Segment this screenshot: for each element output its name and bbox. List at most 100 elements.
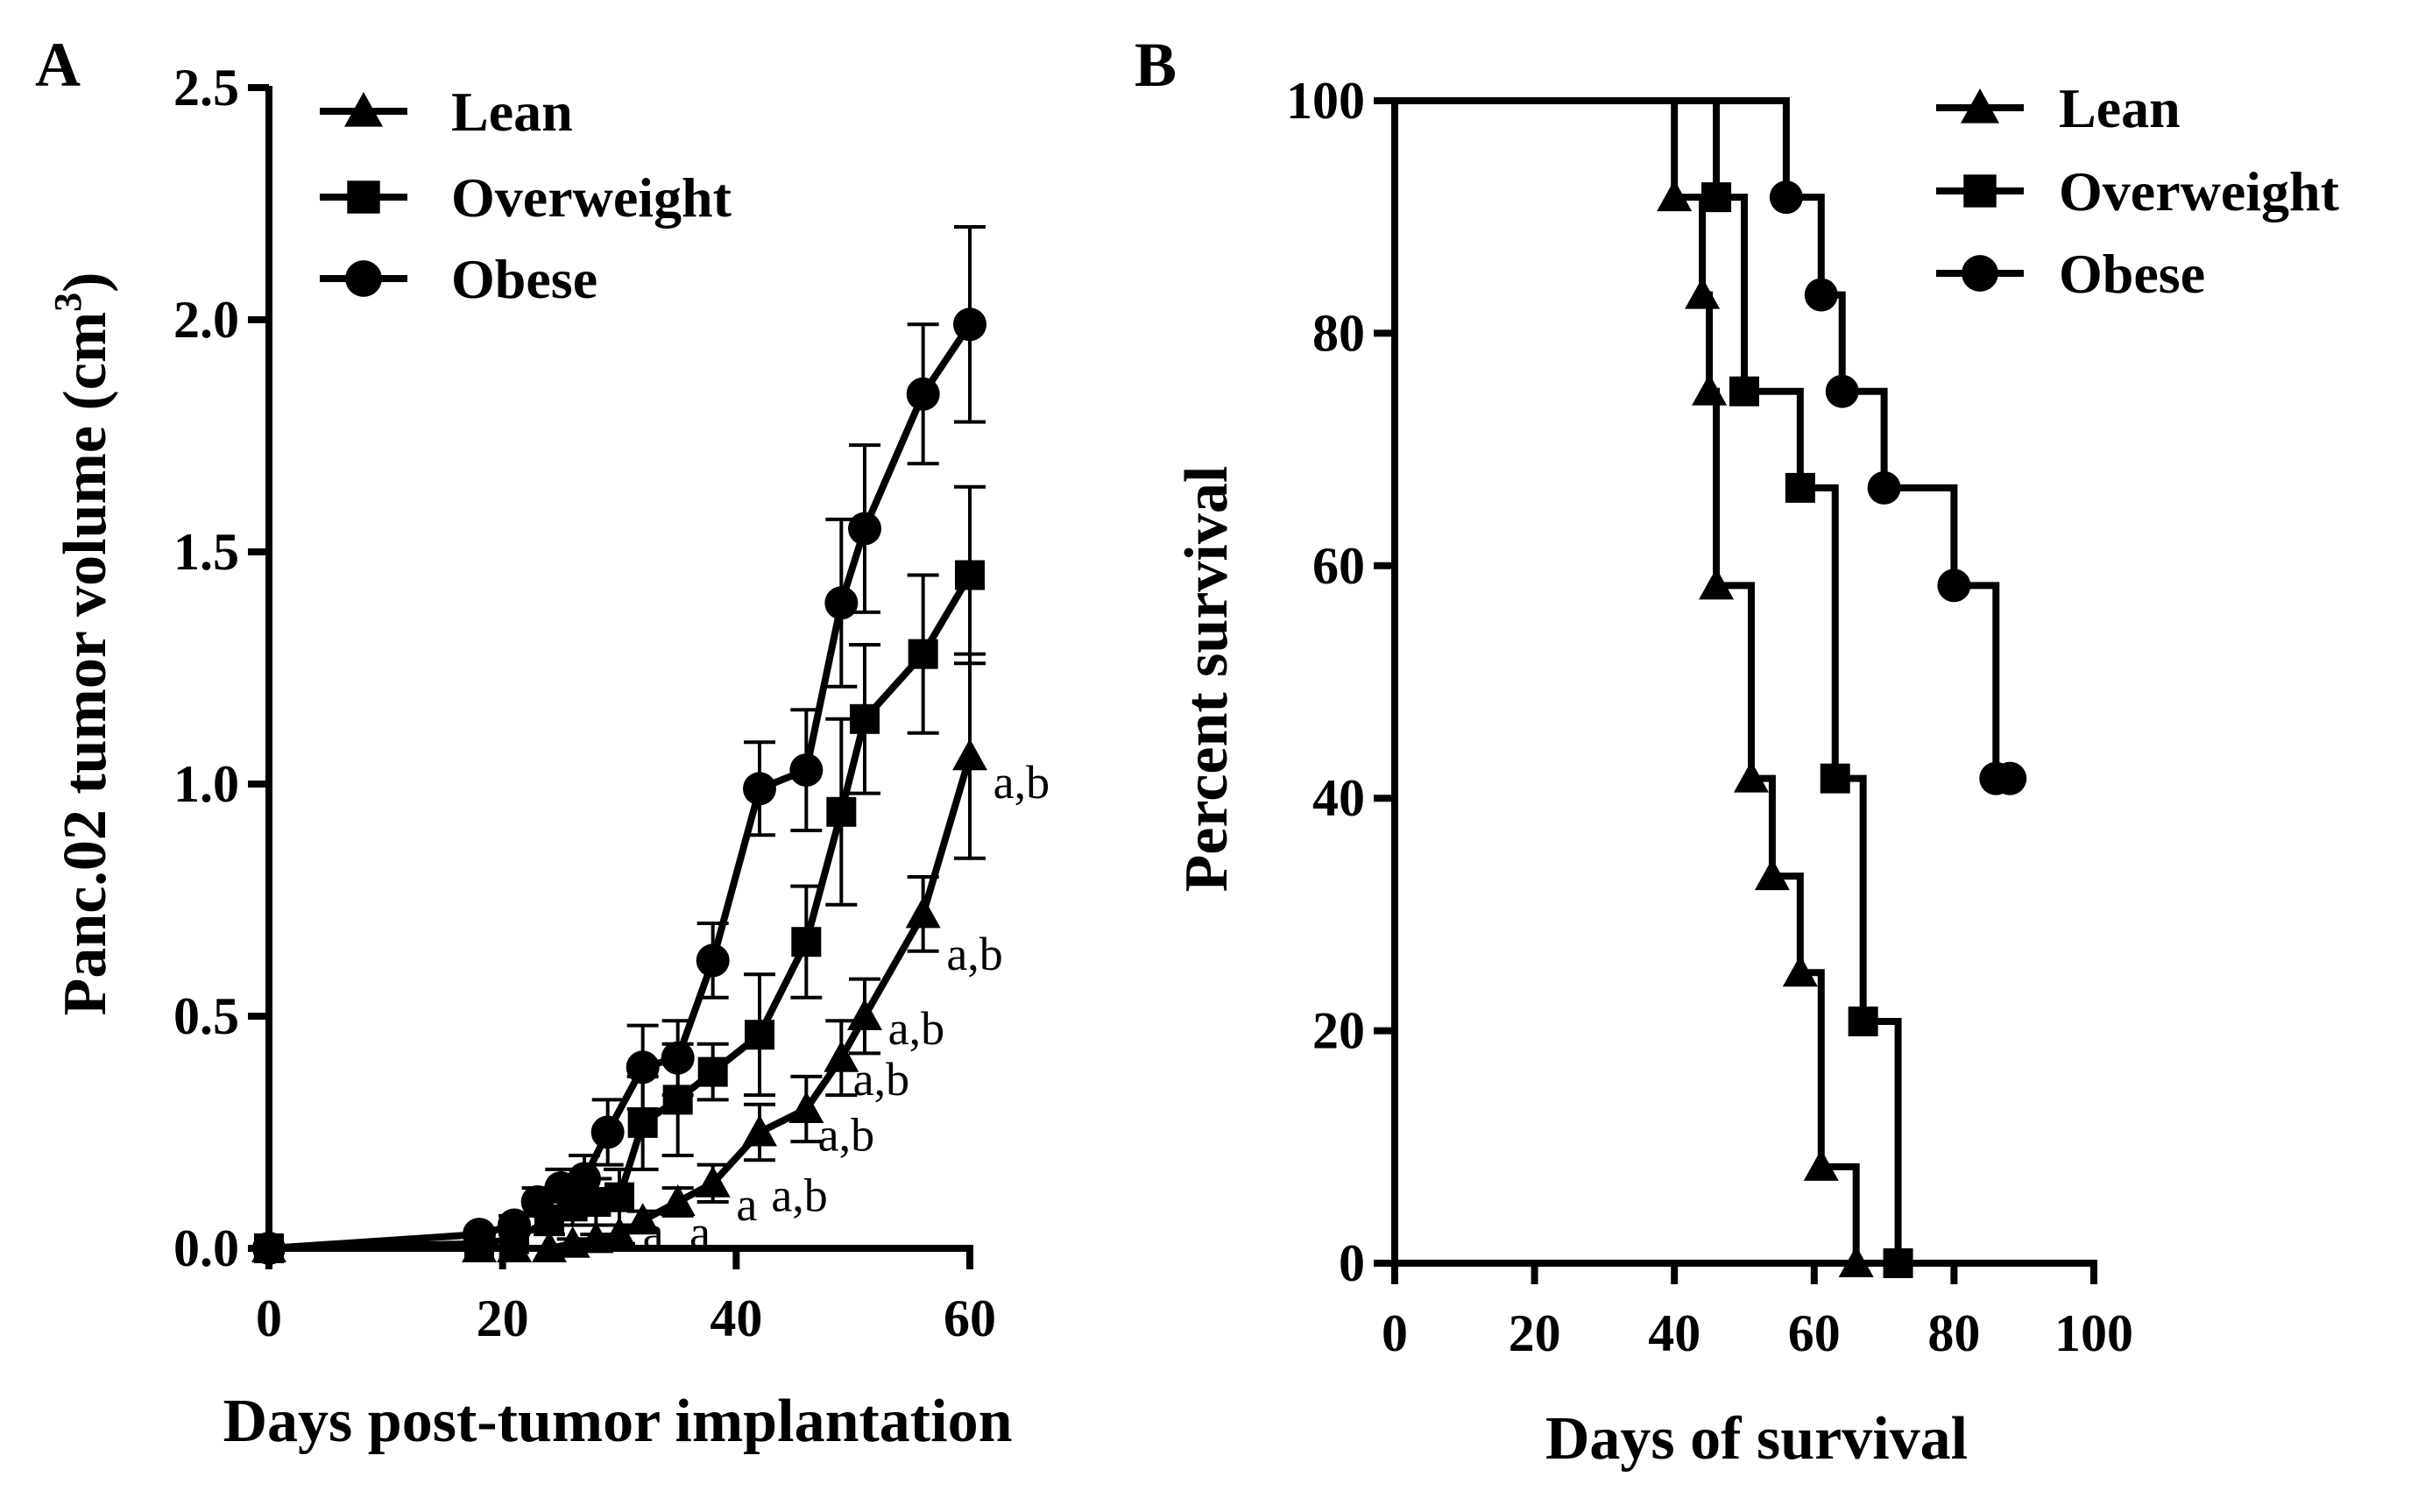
event-marker [1685, 277, 1721, 309]
data-point [743, 772, 776, 806]
legend-label: Overweight [451, 166, 732, 229]
significance-label: a,b [946, 928, 1002, 980]
panel-b-legend: Lean Overweight Obese [1936, 77, 2340, 305]
data-point [850, 703, 880, 734]
data-point [905, 896, 941, 929]
panel-b-x-tick-label: 100 [2054, 1304, 2133, 1362]
event-marker [1733, 760, 1769, 793]
panel-a-x-axis-title: Days post-tumor implantation [223, 1388, 1012, 1455]
panel-a-x-tick-label: 0 [256, 1289, 282, 1347]
panel-a-y-axis-title-close: ) [52, 272, 119, 293]
survival-curve [1395, 97, 1860, 1263]
significance-label: a,b [888, 1002, 944, 1055]
data-point [696, 943, 730, 978]
event-marker [1993, 761, 2027, 795]
data-point [568, 1162, 601, 1196]
event-marker [1692, 373, 1728, 406]
event-marker [1754, 858, 1790, 891]
significance-label: a [736, 1178, 757, 1231]
panel-a-letter: A [35, 30, 81, 100]
panel-b-legend-item-lean: Lean [1936, 77, 2181, 139]
data-point [824, 1040, 859, 1072]
event-marker [1937, 569, 1971, 603]
panel-b-letter: B [1135, 30, 1177, 100]
data-point [906, 377, 940, 411]
panel-a-x-tick-label: 40 [710, 1289, 762, 1347]
event-marker [1785, 472, 1815, 503]
significance-label: a,b [993, 756, 1050, 809]
event-marker [1782, 955, 1818, 987]
panel-a-legend-item-lean: Lean [320, 81, 573, 143]
panel-b-legend-item-obese: Obese [1936, 243, 2205, 305]
panel-a-legend-item-overweight: Overweight [320, 166, 732, 229]
panel-b-y-tick-label: 80 [1312, 304, 1365, 362]
legend-marker [1962, 255, 1998, 292]
data-point [952, 738, 987, 771]
panel-a-y-tick-label: 0.5 [173, 987, 239, 1045]
data-point [789, 753, 824, 788]
panel-b-x-tick-label: 60 [1788, 1304, 1841, 1362]
event-marker [1804, 278, 1838, 312]
series-line [268, 573, 973, 1252]
event-marker [1769, 180, 1803, 215]
significance-label: a [689, 1206, 711, 1259]
series-line [269, 755, 973, 1252]
data-point [824, 586, 859, 620]
legend-label: Lean [2059, 77, 2181, 139]
panel-b-x-tick-label: 80 [1927, 1304, 1980, 1362]
panel-a-legend-item-obese: Obese [320, 248, 597, 310]
legend-marker [344, 92, 383, 127]
panel-a-y-tick-label: 1.0 [173, 755, 239, 813]
event-marker [1701, 182, 1732, 213]
event-marker [1848, 1006, 1878, 1036]
panel-b-y-tick-label: 100 [1286, 72, 1365, 130]
legend-label: Overweight [2059, 160, 2340, 223]
significance-label: a,b [771, 1169, 827, 1222]
panel-b-series [1395, 97, 2027, 1278]
panel-a-annotations: a aa a,ba,ba,ba,ba,ba,b [643, 756, 1050, 1259]
panel-b-y-tick-label: 20 [1312, 1002, 1365, 1060]
legend-marker [1961, 88, 1999, 124]
event-marker [1883, 1248, 1913, 1278]
panel-b-x-axis-title: Days of survival [1545, 1405, 1968, 1473]
significance-label: a [643, 1206, 664, 1259]
panel-a-y-axis-title: Panc.02 tumor volume (cm3) [46, 272, 119, 1016]
panel-a-y-tick-label: 0.0 [173, 1219, 239, 1277]
data-point [697, 1056, 728, 1087]
event-marker [1825, 374, 1859, 408]
legend-label: Obese [2059, 243, 2205, 305]
panel-a-chart: A 0.00.51.01.52.02.5 0 20 40 60 a aa a,ba,ba,… [35, 30, 1050, 1455]
data-point [847, 999, 882, 1030]
data-point [745, 1020, 774, 1050]
significance-label: a,b [853, 1053, 909, 1106]
data-point [463, 1218, 496, 1252]
panel-a-x-tick-label: 60 [944, 1289, 996, 1347]
panel-b-series-overweight [1395, 97, 1913, 1278]
data-point [602, 1217, 637, 1249]
panel-a-x-tick-label: 20 [477, 1289, 529, 1347]
data-point [953, 307, 986, 342]
panel-b-y-tick-label: 60 [1312, 537, 1365, 595]
data-point [791, 927, 822, 957]
data-point [742, 1114, 777, 1147]
panel-b-y-tick-labels: 0 20 40 60 80 100 [1286, 72, 1365, 1292]
data-point [788, 1092, 824, 1123]
panel-b-y-tick-label: 0 [1339, 1234, 1365, 1292]
panel-a-y-tick-label: 2.5 [173, 59, 239, 117]
data-point [627, 1107, 658, 1138]
panel-a-legend: Lean Overweight Obese [320, 81, 732, 310]
event-marker [1699, 568, 1735, 600]
data-point [695, 1165, 731, 1198]
panel-b-x-tick-labels: 0 20 40 60 80 100 [1382, 1304, 2133, 1362]
data-point [826, 796, 857, 827]
data-point [252, 1232, 286, 1265]
legend-label: Obese [451, 248, 597, 310]
panel-a-y-axis-title-main: Panc.02 tumor volume (cm [52, 312, 119, 1016]
data-point [590, 1115, 625, 1149]
event-marker [1867, 470, 1901, 505]
event-marker [1838, 1246, 1874, 1277]
data-point [604, 1182, 634, 1212]
data-point [626, 1050, 660, 1085]
panel-a-series [251, 225, 987, 1265]
